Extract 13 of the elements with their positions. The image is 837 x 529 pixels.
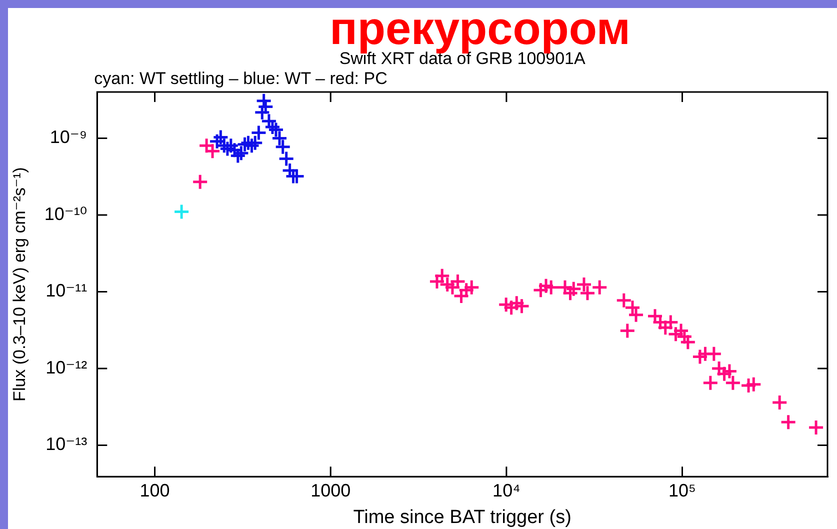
y-tick-label: 10⁻⁹ <box>50 127 88 148</box>
x-tick-label: 10⁴ <box>492 480 520 500</box>
y-tick-label: 10⁻¹¹ <box>46 280 88 301</box>
y-tick-label: 10⁻¹⁰ <box>44 204 88 224</box>
x-tick-label: 100 <box>140 480 170 500</box>
x-tick-label: 1000 <box>310 480 351 500</box>
y-axis-title: Flux (0.3–10 keV) erg cm⁻²s⁻¹) <box>10 167 29 402</box>
y-tick-label: 10⁻¹² <box>46 357 88 378</box>
x-tick-label: 10⁵ <box>668 480 696 500</box>
x-axis-title: Time since BAT trigger (s) <box>353 506 572 528</box>
y-tick-label: 10⁻¹³ <box>46 434 88 454</box>
chart-subtitle: cyan: WT settling – blue: WT – red: PC <box>94 69 388 88</box>
text: прекурсором <box>330 2 630 54</box>
